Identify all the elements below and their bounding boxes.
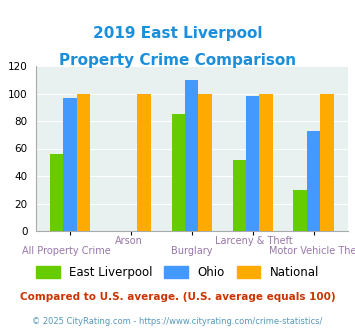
Bar (246, 96, 260, 231)
Bar (307, 131, 320, 231)
Bar (198, 93, 212, 231)
Text: Motor Vehicle Theft: Motor Vehicle Theft (269, 246, 355, 256)
Bar (137, 93, 151, 231)
Text: Arson: Arson (115, 236, 143, 246)
Legend: East Liverpool, Ohio, National: East Liverpool, Ohio, National (31, 262, 324, 284)
Bar (63, 98, 77, 231)
Bar (260, 93, 273, 231)
Text: All Property Crime: All Property Crime (22, 246, 111, 256)
Bar (233, 159, 246, 231)
Text: © 2025 CityRating.com - https://www.cityrating.com/crime-statistics/: © 2025 CityRating.com - https://www.city… (32, 317, 323, 326)
Text: 2019 East Liverpool: 2019 East Liverpool (93, 26, 262, 41)
Bar (294, 190, 307, 231)
Text: Property Crime Comparison: Property Crime Comparison (59, 53, 296, 68)
Bar (171, 114, 185, 231)
Bar (320, 93, 334, 231)
Bar (50, 154, 63, 231)
Text: Burglary: Burglary (171, 246, 212, 256)
Bar (77, 93, 90, 231)
Text: Larceny & Theft: Larceny & Theft (215, 236, 293, 246)
Bar (185, 80, 198, 231)
Text: Compared to U.S. average. (U.S. average equals 100): Compared to U.S. average. (U.S. average … (20, 292, 335, 302)
